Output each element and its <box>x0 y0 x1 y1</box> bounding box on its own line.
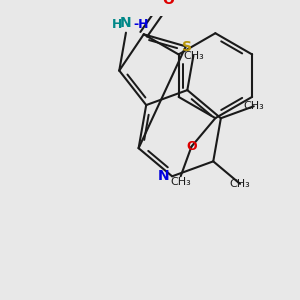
Text: N: N <box>158 169 170 183</box>
Text: S: S <box>182 40 192 54</box>
Text: H: H <box>112 18 122 31</box>
Text: O: O <box>186 140 197 153</box>
Text: CH₃: CH₃ <box>183 51 204 61</box>
Text: N: N <box>120 16 132 30</box>
Text: CH₃: CH₃ <box>230 179 250 189</box>
Text: -H: -H <box>133 18 149 31</box>
Text: CH₃: CH₃ <box>243 101 264 111</box>
Text: O: O <box>162 0 174 8</box>
Text: CH₃: CH₃ <box>170 177 191 187</box>
